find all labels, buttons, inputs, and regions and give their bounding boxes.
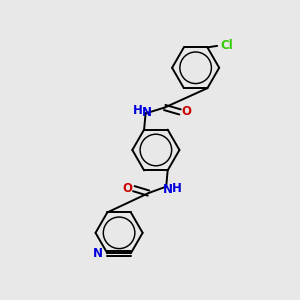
Text: H: H xyxy=(172,182,182,195)
Text: Cl: Cl xyxy=(221,39,233,52)
Text: N: N xyxy=(142,106,152,119)
Text: O: O xyxy=(182,105,191,119)
Text: H: H xyxy=(132,104,142,117)
Text: N: N xyxy=(93,247,103,260)
Text: O: O xyxy=(122,182,132,195)
Text: N: N xyxy=(163,183,173,196)
